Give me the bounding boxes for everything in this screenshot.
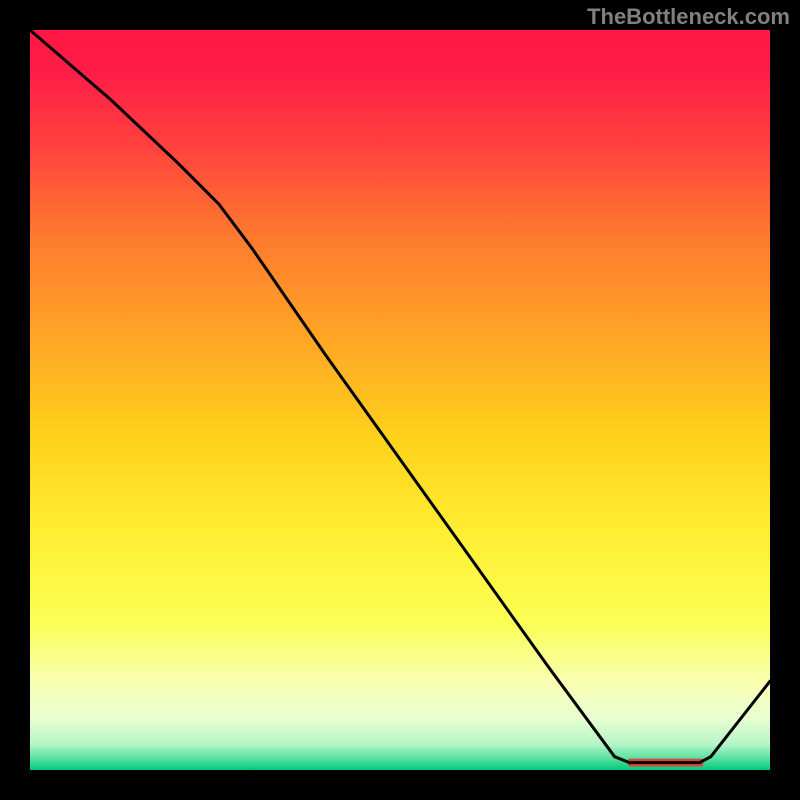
plot-background (30, 30, 770, 770)
bottleneck-chart (0, 0, 800, 800)
chart-container: TheBottleneck.com (0, 0, 800, 800)
